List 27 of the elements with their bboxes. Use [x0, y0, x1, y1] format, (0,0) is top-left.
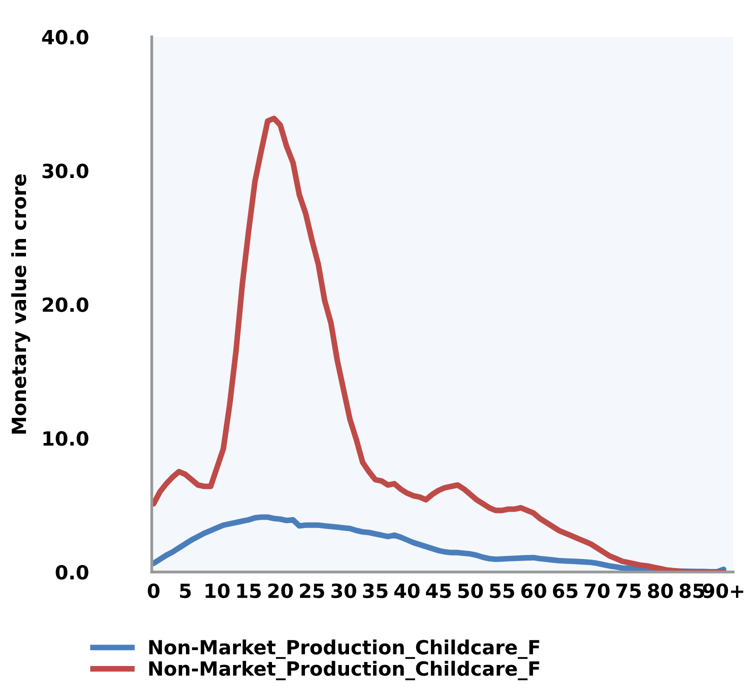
y-tick-label: 20.0 — [42, 297, 88, 312]
y-tick-label: 30.0 — [42, 164, 88, 178]
x-tick-label: 0 — [148, 583, 160, 598]
y-tick-label: 10.0 — [43, 431, 88, 446]
x-tick-label: 15 — [237, 584, 261, 598]
y-tick-label: 40.0 — [42, 30, 88, 44]
legend-label: Non-Market_Production_Childcare_F — [149, 640, 540, 659]
x-tick-label: 85 — [680, 583, 704, 598]
x-tick-label: 40 — [394, 583, 420, 598]
x-tick-label: 80 — [648, 583, 673, 598]
x-tick-label: 45 — [426, 584, 451, 598]
x-tick-label: 90+ — [702, 583, 744, 598]
x-tick-label: 10 — [206, 583, 230, 598]
x-tick-label: 30 — [331, 583, 356, 598]
x-tick-label: 20 — [268, 583, 293, 598]
x-tick-label: 70 — [584, 583, 610, 598]
y-tick-label: 0.0 — [56, 564, 88, 580]
x-tick-label: 75 — [616, 584, 641, 598]
x-tick-label: 65 — [552, 583, 578, 598]
x-tick-label: 25 — [300, 583, 324, 598]
x-tick-label: 5 — [180, 584, 191, 598]
y-axis-title: Monetary value in crore — [11, 174, 30, 434]
x-tick-label: 35 — [363, 583, 388, 598]
x-tick-label: 50 — [458, 583, 483, 598]
x-tick-label: 60 — [521, 583, 546, 598]
x-tick-label: 55 — [490, 584, 514, 598]
legend-label: Non-Market_Production_Childcare_F — [149, 660, 540, 680]
